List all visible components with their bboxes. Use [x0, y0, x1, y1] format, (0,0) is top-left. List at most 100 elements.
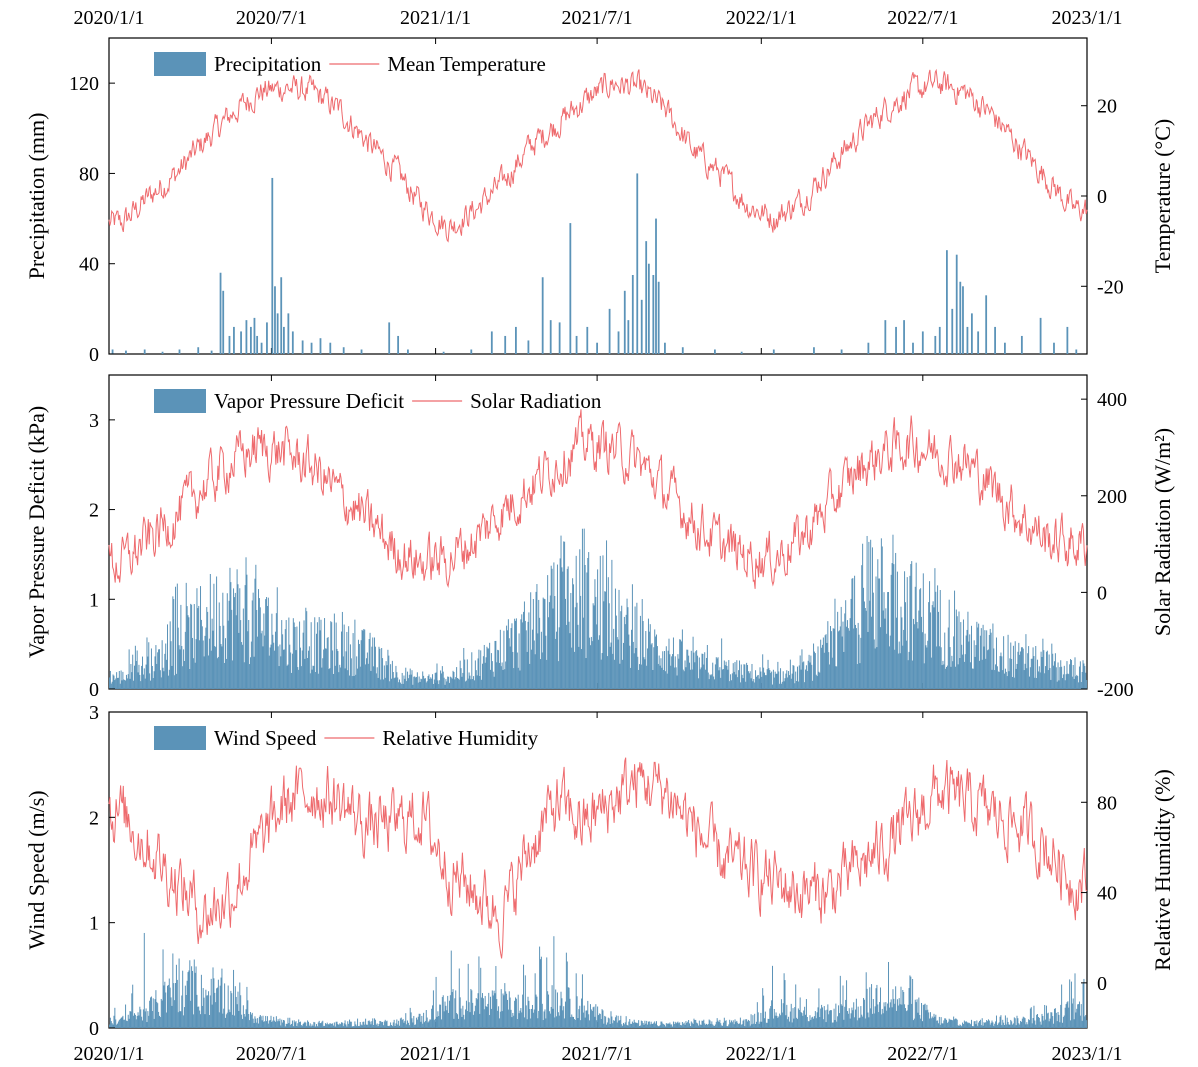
daily-bar [1049, 668, 1051, 689]
daily-bar [403, 675, 405, 689]
daily-bar [163, 985, 165, 1028]
daily-bar [817, 1007, 819, 1028]
daily-bar [596, 1020, 598, 1028]
daily-bar [434, 672, 436, 689]
daily-bar [1072, 998, 1074, 1028]
daily-bar [507, 1009, 509, 1028]
daily-bar [715, 1021, 717, 1028]
daily-bar [966, 629, 968, 689]
daily-bar [691, 669, 693, 689]
daily-bar [136, 650, 138, 689]
daily-bar [195, 639, 197, 689]
daily-bar [851, 578, 853, 689]
daily-bar [508, 638, 510, 689]
daily-bar [957, 664, 959, 689]
daily-bar [646, 665, 648, 689]
daily-bar [528, 612, 530, 689]
daily-bar [974, 656, 976, 689]
daily-bar [889, 1002, 891, 1028]
daily-bar [510, 628, 512, 689]
daily-bar [363, 628, 365, 689]
daily-bar [390, 664, 392, 689]
daily-bar [1049, 1018, 1051, 1028]
daily-bar [824, 1010, 826, 1028]
daily-bar [906, 577, 908, 689]
daily-bar [849, 1018, 851, 1028]
daily-bar [936, 1020, 938, 1028]
daily-bar [892, 989, 894, 1028]
daily-bar [293, 1020, 295, 1028]
daily-bar [597, 569, 599, 689]
daily-bar [682, 669, 684, 689]
daily-bar [1083, 978, 1085, 1028]
daily-bar [1027, 1024, 1029, 1028]
daily-bar [131, 993, 133, 1028]
daily-bar [283, 649, 285, 689]
daily-bar [923, 663, 925, 689]
daily-bar [719, 667, 721, 689]
daily-bar [531, 1004, 533, 1028]
daily-bar [727, 669, 729, 689]
daily-bar [710, 675, 712, 689]
daily-bar [683, 671, 685, 689]
daily-bar [567, 566, 569, 689]
daily-bar [385, 661, 387, 689]
daily-bar [584, 1017, 586, 1028]
daily-bar [521, 614, 523, 689]
daily-bar [581, 528, 583, 689]
daily-bar [714, 679, 716, 689]
daily-bar [874, 1006, 876, 1028]
daily-bar [322, 658, 324, 689]
daily-bar [811, 664, 813, 689]
daily-bar [188, 617, 190, 689]
daily-bar [644, 659, 646, 689]
daily-bar [686, 1022, 688, 1028]
daily-bar [123, 1019, 125, 1028]
daily-bar [242, 608, 244, 689]
daily-bar [960, 622, 962, 689]
daily-bar [868, 541, 870, 689]
daily-bar [222, 592, 224, 689]
daily-bar [764, 1011, 766, 1028]
daily-bar [613, 628, 615, 689]
daily-bar [181, 995, 183, 1028]
daily-bar [236, 569, 238, 689]
daily-bar [698, 657, 700, 689]
daily-bar [349, 644, 351, 689]
precipitation-bar [342, 347, 345, 354]
daily-bar [484, 995, 486, 1028]
daily-bar [821, 647, 823, 689]
daily-bar [814, 1011, 816, 1028]
daily-bar [648, 1021, 650, 1028]
daily-bar [799, 655, 801, 689]
daily-bar [511, 1017, 513, 1028]
daily-bar [1046, 1013, 1048, 1028]
daily-bar [432, 1005, 434, 1028]
daily-bar [474, 660, 476, 689]
daily-bar [340, 667, 342, 689]
daily-bar [656, 634, 658, 689]
daily-bar [900, 606, 902, 689]
daily-bar [343, 1023, 345, 1028]
daily-bar [498, 1006, 500, 1028]
daily-bar [145, 664, 147, 689]
precipitation-bar [575, 335, 578, 354]
daily-bar [490, 669, 492, 689]
precipitation-bar [912, 342, 914, 354]
daily-bar [840, 606, 842, 689]
daily-bar [989, 1024, 991, 1028]
daily-bar [166, 1012, 168, 1028]
daily-bar [762, 988, 764, 1028]
daily-bar [544, 1009, 546, 1028]
daily-bar [520, 619, 522, 689]
daily-bar [1010, 1019, 1012, 1028]
daily-bar [488, 648, 490, 689]
daily-bar [736, 1020, 738, 1028]
daily-bar [213, 978, 215, 1028]
precipitation-bar [397, 335, 400, 354]
daily-bar [249, 1012, 251, 1028]
daily-bar [219, 625, 221, 689]
daily-bar [440, 1004, 442, 1028]
daily-bar [165, 992, 167, 1028]
